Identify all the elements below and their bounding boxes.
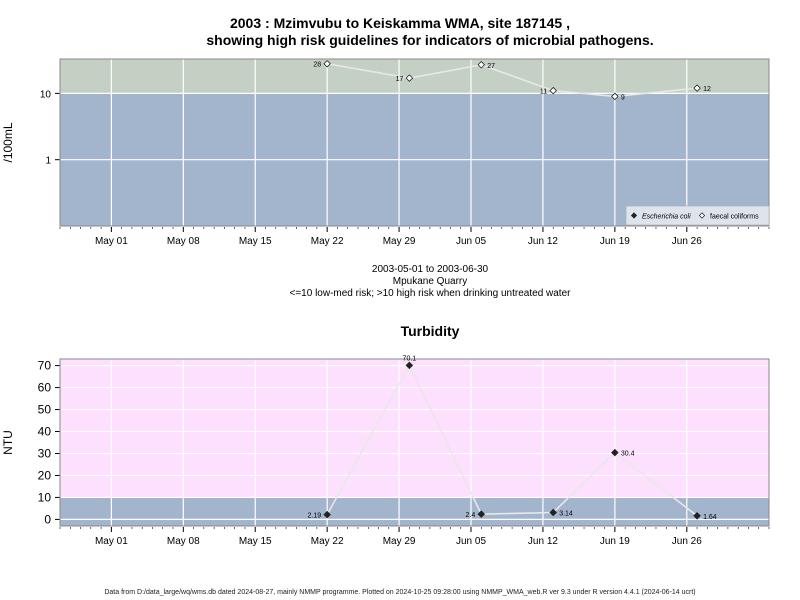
data-point: [405, 74, 414, 82]
data-label: 2.4: [466, 512, 476, 519]
y-tick-label: 1: [45, 156, 51, 167]
plot-frame: [59, 58, 770, 227]
x-tick-label: May 15: [239, 236, 272, 247]
y-axis-label: /100mL: [1, 122, 15, 162]
y-tick-label: 0: [44, 512, 51, 526]
y-tick-label: 40: [38, 425, 52, 439]
data-label: 2.19: [308, 513, 322, 520]
x-tick-label: Jun 26: [672, 536, 702, 547]
x-tick-label: May 22: [311, 236, 344, 247]
footer-note: Data from D:/data_large/wq/wms.db dated …: [104, 589, 696, 596]
high-risk-band: [60, 359, 769, 498]
data-point: [323, 510, 331, 519]
data-point: [477, 61, 486, 69]
y-axis-label: NTU: [1, 430, 15, 455]
x-tick-label: May 08: [167, 236, 200, 247]
data-label: 70.1: [403, 355, 417, 362]
site-name: Mpukane Quarry: [392, 276, 468, 287]
y-tick-label: 70: [38, 359, 52, 373]
x-tick-label: Jun 19: [600, 236, 630, 247]
x-tick-label: May 29: [383, 536, 416, 547]
x-tick-label: May 15: [239, 536, 272, 547]
data-label: 27: [487, 63, 495, 70]
data-point: [477, 510, 486, 518]
data-label: 28: [313, 62, 321, 69]
x-tick-label: Jun 19: [600, 536, 630, 547]
data-label: 9: [621, 94, 625, 101]
chart-title-line1: 2003 : Mzimvubu to Keiskamma WMA, site 1…: [229, 15, 570, 31]
legend-label: faecal coliforms: [710, 214, 759, 221]
data-label: 3.14: [559, 511, 573, 518]
y-tick-label: 20: [38, 468, 52, 482]
x-tick-label: Jun 26: [672, 236, 702, 247]
x-tick-label: May 01: [95, 536, 128, 547]
data-point: [549, 86, 557, 95]
series-line: [327, 62, 698, 98]
x-tick-label: May 22: [311, 536, 344, 547]
data-point: [405, 361, 414, 370]
microbial-chart: May 01 May 08 May 15 May 22 May 29 Jun 05 Jun …: [1, 58, 770, 247]
data-point: [611, 92, 619, 101]
data-point: [549, 508, 557, 517]
x-tick-label: Jun 12: [528, 236, 558, 247]
chart-title-line2: showing high risk guidelines for indicat…: [206, 32, 654, 48]
legend-label: Escherichia coli: [642, 214, 691, 221]
low-risk-band: [60, 497, 769, 526]
series-line: [326, 363, 698, 517]
data-label: 12: [703, 86, 711, 93]
data-point: [323, 59, 331, 68]
y-tick-label: 30: [38, 446, 52, 460]
legend-box: [625, 205, 770, 226]
data-point: [611, 448, 619, 457]
x-tick-label: Jun 05: [456, 536, 486, 547]
data-point: [693, 512, 701, 520]
x-tick-label: Jun 05: [456, 236, 486, 247]
turbidity-chart: May 01 May 08 May 15 May 22 May 29 Jun 05 Jun …: [1, 355, 770, 547]
y-tick-label: 10: [38, 490, 52, 504]
x-tick-label: Jun 12: [528, 536, 558, 547]
y-tick-label: 10: [40, 89, 52, 100]
turbidity-title: Turbidity: [400, 323, 460, 339]
legend-marker: [698, 212, 706, 219]
y-tick-label: 50: [38, 403, 52, 417]
high-risk-band: [60, 59, 769, 94]
data-point: [693, 84, 701, 92]
data-label: 11: [540, 89, 547, 96]
y-tick-label: 60: [38, 381, 52, 395]
x-tick-label: May 29: [383, 236, 416, 247]
x-tick-label: May 01: [95, 236, 128, 247]
date-range: 2003-05-01 to 2003-06-30: [371, 264, 489, 275]
data-label: 30.4: [621, 451, 635, 458]
data-label: 17: [396, 76, 404, 83]
risk-note: <=10 low-med risk; >10 high risk when dr…: [289, 288, 571, 299]
x-tick-label: May 08: [167, 536, 200, 547]
data-label: 1.64: [703, 514, 717, 521]
legend-marker: [630, 212, 638, 219]
plot-frame: [59, 358, 770, 527]
